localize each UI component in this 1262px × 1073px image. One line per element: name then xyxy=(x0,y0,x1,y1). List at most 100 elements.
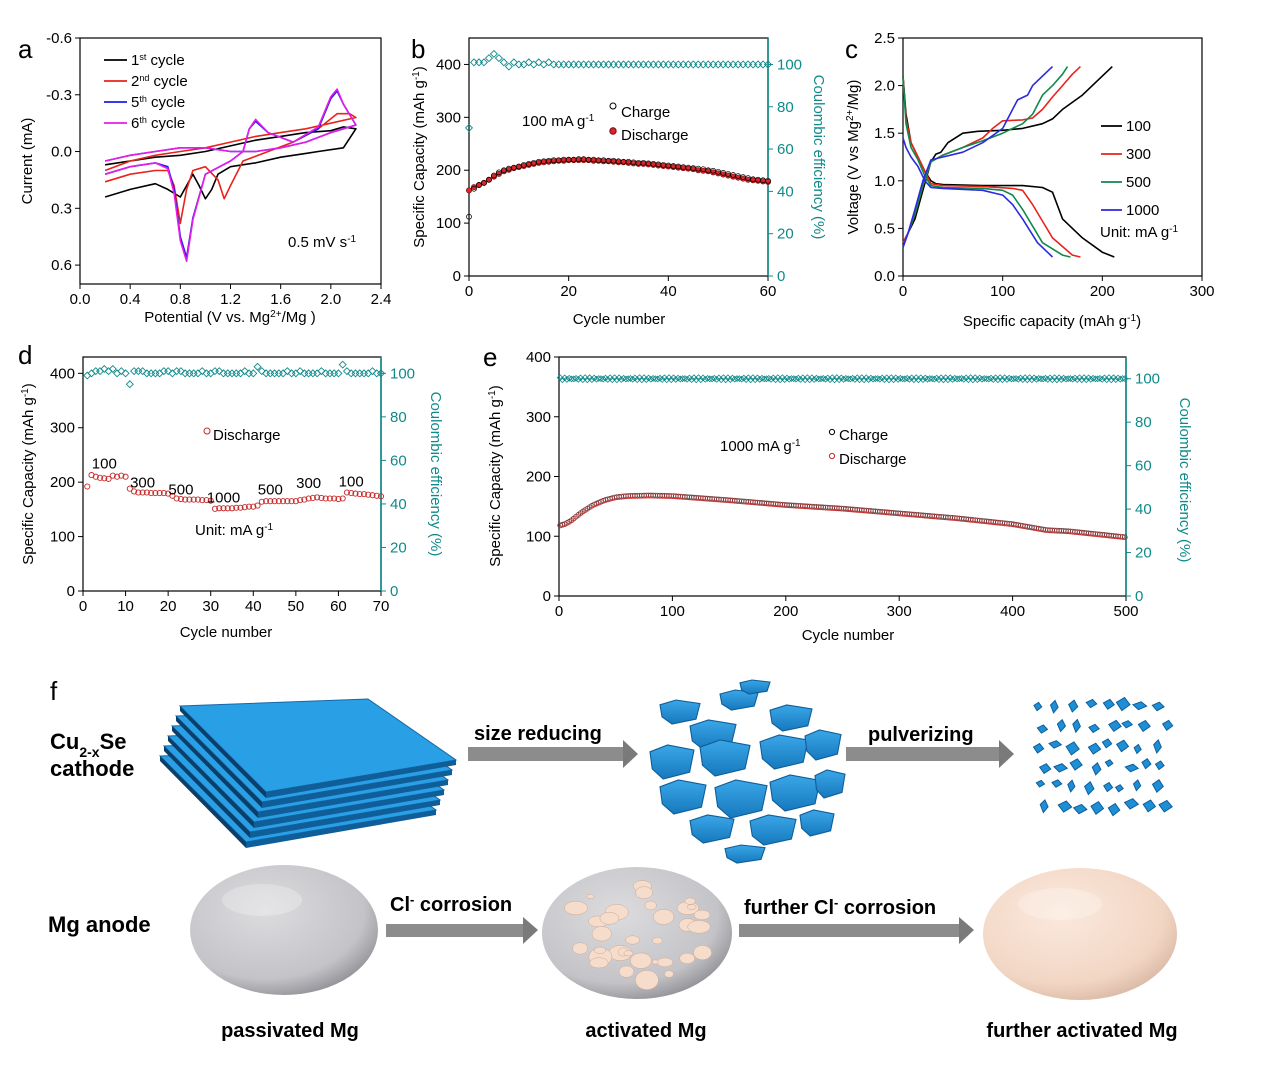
ce-point xyxy=(772,376,779,384)
cathode-particle xyxy=(1049,699,1059,714)
anode-label: Mg anode xyxy=(48,912,151,937)
x-tick-label: 100 xyxy=(990,283,1015,300)
ce-point xyxy=(223,369,232,378)
corrosion-pit xyxy=(572,942,589,955)
discharge-point xyxy=(143,489,150,496)
y2-tick-label: 100 xyxy=(1135,371,1160,388)
ce-point xyxy=(853,374,861,382)
cathode-particle xyxy=(1102,698,1116,710)
y2-tick-label: 100 xyxy=(390,365,415,382)
cathode-particle xyxy=(1132,779,1142,792)
ce-point xyxy=(1121,375,1129,383)
ce-point xyxy=(690,374,698,382)
y2-tick-label: 20 xyxy=(777,226,794,243)
cathode-fragment xyxy=(814,769,846,799)
panel-e-legend-charge-marker xyxy=(828,428,836,436)
x-tick-label: 60 xyxy=(760,283,777,300)
ce-point xyxy=(699,374,707,382)
y-tick-label: 0.0 xyxy=(874,268,895,285)
gcd-charge-500 xyxy=(902,66,1069,248)
corrosion-pit xyxy=(591,926,612,942)
y2-tick-label: 0 xyxy=(777,268,785,285)
discharge-point xyxy=(331,495,338,502)
y-tick-label: 0.0 xyxy=(51,144,72,161)
x-tick-label: 0.0 xyxy=(70,291,91,308)
cathode-fragment xyxy=(739,679,771,695)
corrosion-pit xyxy=(664,970,674,978)
corrosion-pit xyxy=(693,945,712,961)
ce-point xyxy=(629,60,638,69)
discharge-point xyxy=(186,496,193,503)
panel-a-legend: 1st cycle 2nd cycle 5th cycle 6th cycle xyxy=(104,52,188,132)
ce-point xyxy=(649,60,658,69)
cathode-particle xyxy=(1115,696,1131,712)
panel-b-xlabel: Cycle number xyxy=(573,311,666,328)
ce-point xyxy=(559,60,568,69)
ce-point xyxy=(933,374,941,382)
panel-e-ylabel: Specific Capacity (mAh g-1) xyxy=(487,385,505,566)
ce-point xyxy=(781,376,789,384)
corrosion-pit xyxy=(656,957,674,968)
ce-point xyxy=(837,374,845,382)
ce-point xyxy=(87,369,96,378)
legend-entry: 5th cycle xyxy=(131,94,185,111)
ce-point xyxy=(779,374,786,382)
ce-point xyxy=(244,369,254,378)
ce-point xyxy=(176,367,185,376)
discharge-point xyxy=(275,498,282,505)
ce-point xyxy=(917,374,925,382)
cathode-particle xyxy=(1151,701,1165,712)
ce-point xyxy=(645,374,652,382)
ce-point xyxy=(489,49,498,58)
ce-point xyxy=(317,367,326,376)
cathode-particle xyxy=(1141,758,1152,770)
cathode-particle xyxy=(1068,699,1079,713)
legend-entry: 1000 xyxy=(1126,202,1159,219)
cathode-fragment xyxy=(659,779,707,815)
ce-point xyxy=(142,369,151,378)
ce-point xyxy=(935,376,943,383)
y-tick-label: 0 xyxy=(543,588,551,605)
panel-a: a 0.0 0.4 0.8 1.2 1.6 2.0 2.4 -0.6 -0.3 0.0 0.3 0.6… xyxy=(18,30,391,326)
ce-point xyxy=(206,369,215,378)
discharge-point xyxy=(92,473,99,480)
panel-c-legend-title: Unit: mA g-1 xyxy=(1100,224,1179,242)
rate-label: 500 xyxy=(258,482,283,499)
ce-point xyxy=(617,376,625,383)
ce-point xyxy=(624,60,633,69)
y-tick-label: 0 xyxy=(453,268,461,285)
corrosion-pit xyxy=(693,909,711,920)
ce-point xyxy=(670,374,677,382)
ce-point xyxy=(639,60,648,69)
cathode-particle xyxy=(1133,743,1142,755)
cathode-particle xyxy=(1161,719,1174,731)
arrow-further-corrosion-label: further Cl- corrosion xyxy=(744,895,936,920)
ce-point xyxy=(586,374,594,382)
ce-point xyxy=(634,60,643,69)
ce-point xyxy=(749,374,757,382)
ce-point xyxy=(215,367,224,376)
ce-point xyxy=(240,367,249,376)
panel-e: e 0 100 200 300 400 5000100200300400020406080… xyxy=(483,342,1193,644)
y2-tick-label: 40 xyxy=(390,496,407,513)
panel-c-frame xyxy=(902,37,1203,277)
ce-point xyxy=(962,374,970,382)
ce-point xyxy=(667,376,675,384)
ce-point xyxy=(549,60,558,69)
charge-point xyxy=(562,521,568,527)
ce-point xyxy=(754,60,763,69)
cathode-sheet-edge xyxy=(164,746,250,838)
x-tick-label: 300 xyxy=(887,603,912,620)
x-tick-label: 0.4 xyxy=(120,291,141,308)
discharge-point xyxy=(369,492,376,499)
further-activated-mg-disk xyxy=(983,868,1177,1000)
ce-point xyxy=(1076,374,1083,382)
ce-point xyxy=(1053,376,1061,384)
discharge-point xyxy=(356,491,363,498)
cathode-sheet-edge xyxy=(266,760,456,798)
ce-point xyxy=(683,375,691,383)
caption-passivated-mg: passivated Mg xyxy=(221,1020,359,1042)
charge-point xyxy=(501,167,507,174)
discharge-point xyxy=(470,184,477,191)
y-tick-label: 300 xyxy=(436,109,461,126)
